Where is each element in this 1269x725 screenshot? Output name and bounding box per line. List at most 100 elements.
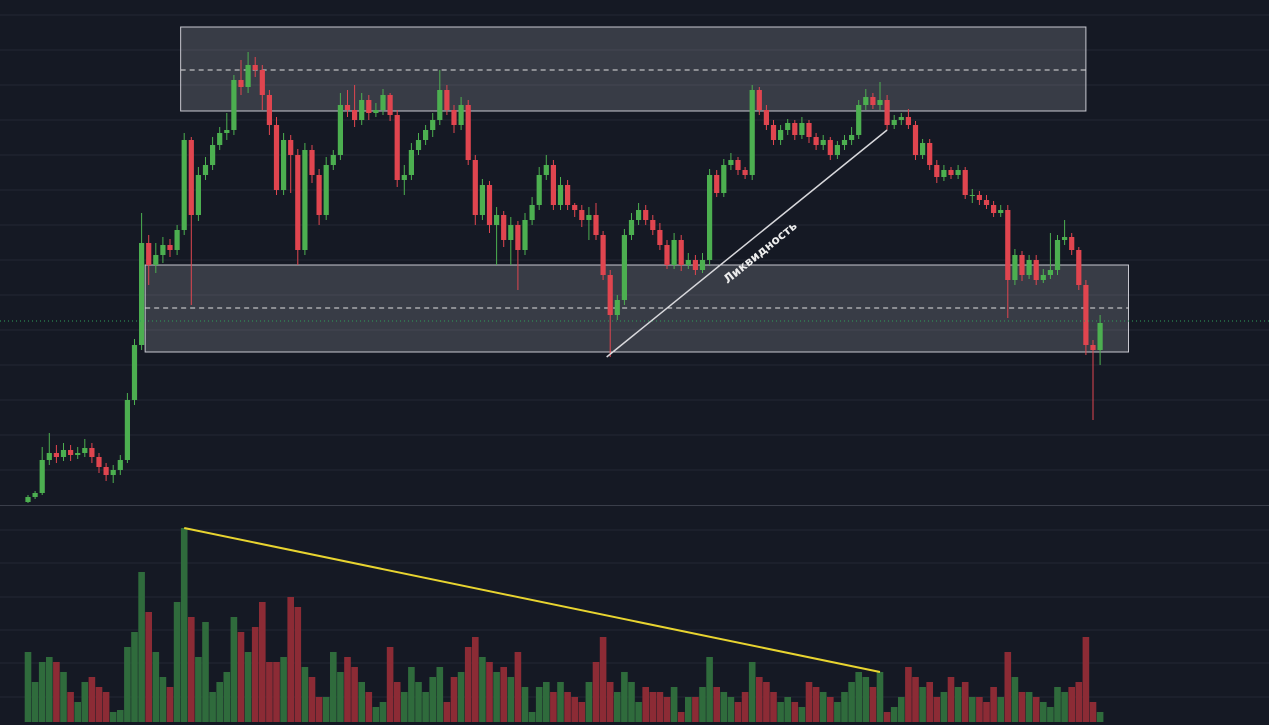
volume-bar: [88, 677, 96, 722]
candle-body: [1005, 210, 1011, 280]
candle-body: [657, 230, 663, 245]
volume-bar: [876, 672, 884, 722]
candle-body: [295, 155, 301, 250]
candle-body: [181, 140, 187, 230]
candle-body: [167, 245, 173, 250]
volume-bar: [145, 612, 152, 722]
candle-body: [146, 243, 152, 265]
candle-body: [827, 140, 833, 155]
volume-bar: [493, 672, 500, 722]
candle-body: [614, 300, 620, 315]
candle-body: [763, 110, 769, 125]
candle-body: [444, 90, 450, 110]
volume-bar: [734, 702, 742, 722]
volume-bar: [415, 682, 422, 722]
volume-bar: [486, 662, 493, 722]
volume-bar: [67, 692, 74, 722]
volume-bar: [81, 682, 89, 722]
volume-bar: [869, 687, 877, 722]
volume-bar: [514, 652, 522, 722]
volume-bar: [1068, 687, 1075, 722]
volume-bar: [102, 692, 110, 722]
volume-bar: [656, 692, 664, 722]
volume-bar: [997, 697, 1004, 722]
candle-body: [53, 453, 59, 457]
volume-bar: [60, 672, 67, 722]
candle-body: [1019, 255, 1025, 275]
volume-bar: [628, 682, 635, 722]
candle-body: [728, 160, 734, 165]
candle-body: [231, 80, 237, 130]
candle-body: [650, 220, 656, 230]
candle-body: [962, 170, 968, 195]
volume-bar: [344, 657, 351, 722]
candle-body: [685, 260, 691, 265]
volume-bar: [543, 682, 550, 722]
candle-body: [969, 195, 975, 196]
candle-body: [948, 170, 954, 175]
volume-bar: [109, 712, 117, 722]
candle-body: [465, 105, 471, 160]
candle-body: [89, 448, 95, 457]
volume-bar: [535, 687, 543, 722]
volume-bar: [578, 702, 586, 722]
volume-bar: [223, 672, 231, 722]
volume-bar: [237, 632, 245, 722]
volume-bar: [1040, 702, 1047, 722]
volume-bar: [1082, 637, 1090, 722]
volume-bar: [266, 662, 273, 722]
candle-body: [1012, 255, 1018, 280]
candle-body: [785, 123, 791, 130]
volume-bar: [635, 702, 642, 722]
volume-bar: [195, 657, 202, 722]
volume-bar: [202, 622, 209, 722]
candle-body: [202, 165, 209, 175]
volume-bar: [1032, 697, 1040, 722]
candle-body: [849, 135, 855, 140]
volume-bar: [692, 697, 699, 722]
candle-body: [451, 110, 457, 125]
volume-bar: [898, 697, 905, 722]
volume-bar: [706, 657, 713, 722]
candle-body: [309, 150, 315, 175]
volume-bar: [1096, 712, 1104, 722]
volume-bar: [1025, 692, 1033, 722]
volume-bar: [890, 707, 898, 722]
candle-body: [742, 170, 748, 175]
candle-body: [1090, 345, 1096, 350]
candle-body: [117, 460, 123, 470]
volume-bar: [919, 687, 926, 722]
volume-bar: [564, 692, 571, 722]
volume-bar: [95, 687, 103, 722]
volume-bar: [365, 692, 373, 722]
volume-bar: [301, 667, 309, 722]
volume-bar: [905, 667, 912, 722]
volume-bar: [670, 687, 678, 722]
volume-bar: [855, 672, 862, 722]
candle-body: [678, 240, 684, 265]
volume-bar: [940, 692, 948, 722]
volume-bar: [188, 617, 195, 722]
volume-bar: [443, 702, 451, 722]
volume-bar: [933, 697, 941, 722]
candle-body: [32, 493, 38, 497]
candle-body: [636, 210, 642, 220]
volume-bar: [372, 707, 380, 722]
candle-body: [415, 140, 422, 150]
volume-bar: [727, 697, 735, 722]
candle-body: [458, 105, 464, 125]
volume-bar: [472, 637, 479, 722]
volume-bar: [322, 697, 330, 722]
volume-bar: [166, 687, 174, 722]
candle-body: [891, 120, 897, 125]
candle-body: [813, 137, 819, 145]
candle-body: [259, 70, 265, 95]
volume-bar: [386, 647, 394, 722]
candle-body: [515, 225, 521, 250]
volume-bar: [947, 677, 955, 722]
candle-body: [479, 185, 485, 215]
candle-body: [68, 450, 74, 455]
volume-bar: [408, 667, 415, 722]
volume-bar: [777, 702, 784, 722]
volume-bar: [606, 682, 614, 722]
